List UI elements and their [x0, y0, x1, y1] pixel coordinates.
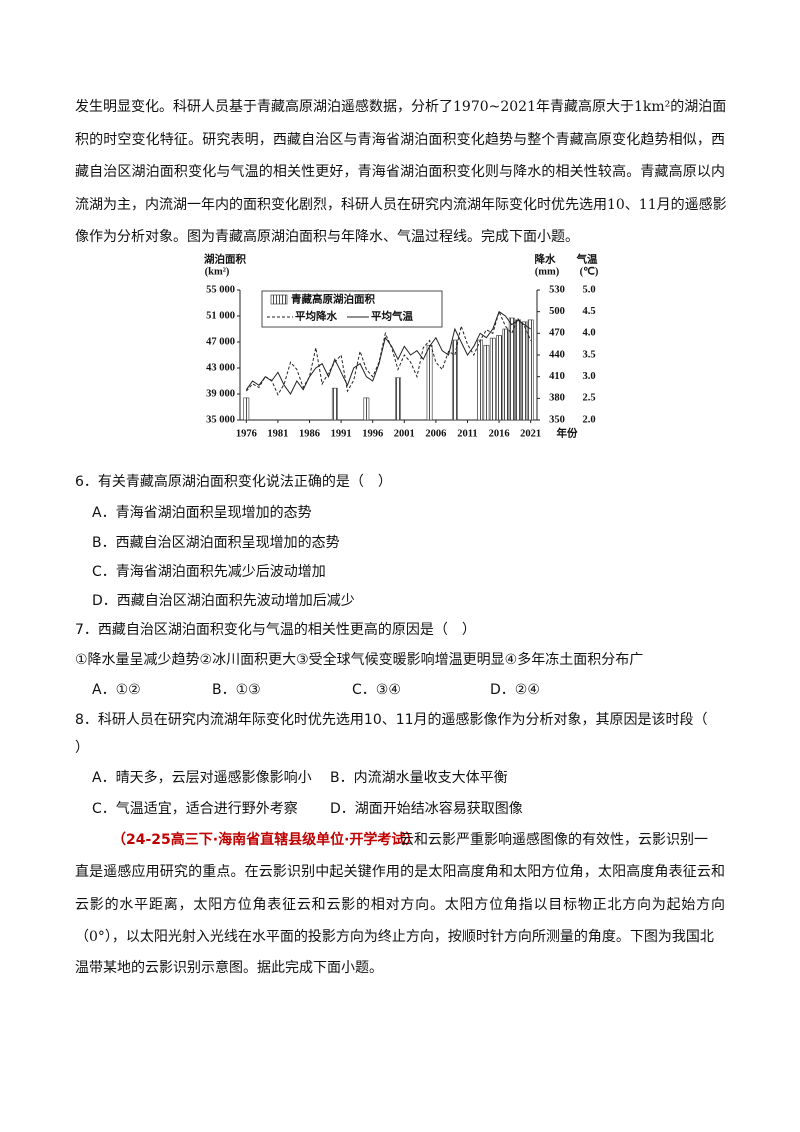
option: B．①③: [212, 682, 261, 698]
paragraph-line: 积的时空变化特征。研究表明，西藏自治区与青海省湖泊面积变化趋势与整个青藏高原变化…: [75, 132, 725, 148]
bar: [496, 335, 502, 421]
bar: [243, 397, 250, 421]
x-tick-label: 2006: [425, 428, 446, 439]
y2-tick-label: 500: [549, 306, 565, 317]
paragraph-line: 藏自治区湖泊面积变化与气温的相关性更好，青海省湖泊面积变化则与降水的相关性较高。…: [75, 164, 725, 180]
x-tick-label: 2016: [489, 428, 510, 439]
y3-axis-title: 气温: [576, 252, 598, 265]
y-tick-label: 55 000: [206, 284, 235, 295]
option: A．晴天多，云层对遥感影像影响小: [92, 770, 312, 786]
bar: [331, 387, 338, 421]
y-axis-unit: (km²): [205, 266, 230, 277]
x-tick-label: 1981: [267, 428, 288, 439]
y-tick-label: 39 000: [206, 388, 235, 399]
option: B．西藏自治区湖泊面积呈现增加的态势: [92, 535, 340, 551]
x-tick-label: 1996: [362, 428, 383, 439]
bar: [426, 344, 433, 421]
option: A．青海省湖泊面积呈现增加的态势: [92, 505, 312, 521]
x-tick-label: 2011: [457, 428, 477, 439]
paragraph-line: 发生明显变化。科研人员基于青藏高原湖泊遥感数据，分析了1970~2021年青藏高…: [75, 99, 727, 115]
bar: [363, 397, 370, 421]
option: D．湖面开始结冰容易获取图像: [330, 801, 523, 817]
bar: [451, 339, 458, 421]
paragraph-line: 云和云影严重影响遥感图像的有效性，云影识别一: [400, 832, 708, 848]
y2-axis-unit: (mm): [535, 266, 560, 277]
question-stem: ①降水量呈减少趋势②冰川面积更大③受全球气候变暖影响增温更明显④多年冻土面积分布…: [75, 652, 644, 668]
question-stem: 6．有关青藏高原湖泊面积变化说法正确的是（ ）: [75, 474, 392, 490]
y-tick-label: 51 000: [206, 310, 235, 321]
y-tick-label: 43 000: [206, 362, 235, 373]
option: C．③④: [352, 682, 401, 698]
bar: [483, 344, 490, 421]
y2-tick-label: 470: [549, 328, 565, 339]
y2-tick-label: 350: [549, 414, 565, 425]
y3-tick-label: 5.0: [582, 284, 595, 295]
x-tick-label: 1986: [299, 428, 320, 439]
y3-tick-label: 2.5: [582, 393, 595, 404]
paragraph-line: （0°），以太阳光射入光线在水平面的投影方向为终止方向，按顺时针方向所测量的角度…: [75, 929, 714, 945]
option: B．内流湖水量收支大体平衡: [330, 770, 508, 786]
option: A．①②: [92, 682, 141, 698]
bar: [477, 339, 484, 421]
paragraph-line: 流湖为主，内流湖一年内的面积变化剧烈，科研人员在研究内流湖年际变化时优先选用10…: [75, 197, 727, 213]
y-tick-label: 35 000: [206, 414, 235, 425]
y-axis-title: 湖泊面积: [204, 252, 246, 265]
bar: [508, 317, 515, 421]
y2-axis-title: 降水: [535, 252, 556, 265]
bar: [489, 337, 496, 421]
bar: [515, 319, 521, 421]
option: C．气温适宜，适合进行野外考察: [92, 801, 298, 817]
option: C．青海省湖泊面积先减少后波动增加: [92, 564, 326, 580]
x-tick-label: 2001: [394, 428, 415, 439]
y3-tick-label: 3.5: [582, 349, 595, 360]
bar: [527, 319, 534, 421]
y3-axis-unit: (℃): [580, 265, 599, 277]
option: D．②④: [490, 682, 540, 698]
y2-tick-label: 410: [549, 371, 565, 382]
y3-tick-label: 3.0: [582, 371, 595, 382]
question-stem: 8．科研人员在研究内流湖年际变化时优先选用10、11月的遥感影像作为分析对象，其…: [75, 712, 708, 728]
y-tick-label: 47 000: [206, 336, 235, 347]
legend-label: 平均气温: [371, 309, 413, 322]
bar: [521, 321, 528, 421]
paragraph-line: 像作为分析对象。图为青藏高原湖泊面积与年降水、气温过程线。完成下面小题。: [75, 229, 579, 245]
y2-tick-label: 380: [549, 393, 565, 404]
line: [245, 310, 531, 395]
question-source: （24-25高三下·海南省直辖县级单位·开学考试）: [112, 832, 420, 848]
x-axis-title: 年份: [557, 426, 578, 439]
y2-tick-label: 530: [549, 284, 565, 295]
legend-box: [261, 290, 443, 328]
paragraph-line: 云影的水平距离，太阳方位角表征云和云影的相对方向。太阳方位角指以目标物正北方向为…: [75, 897, 725, 913]
legend-swatch: [270, 294, 288, 305]
question-stem: 7．西藏自治区湖泊面积变化与气温的相关性更高的原因是（ ）: [75, 622, 476, 638]
chart: 湖泊面积 (km²) 降水 (mm) 气温 (℃) 年份 青藏高原湖泊面积 平均…: [204, 252, 599, 439]
paragraph-line: 温带某地的云影识别示意图。据此完成下面小题。: [75, 960, 383, 976]
option: D．西藏自治区湖泊面积先波动增加后减少: [92, 593, 355, 609]
x-tick-label: 1991: [331, 428, 352, 439]
y3-tick-label: 4.5: [582, 306, 595, 317]
y3-tick-label: 4.0: [582, 328, 595, 339]
legend-label: 青藏高原湖泊面积: [291, 292, 375, 305]
y2-tick-label: 440: [549, 349, 565, 360]
x-tick-label: 2021: [520, 428, 541, 439]
legend-label: 平均降水: [295, 309, 337, 322]
x-tick-label: 1976: [236, 428, 257, 439]
bar: [502, 328, 509, 421]
line: [245, 310, 532, 396]
paragraph-line: 直是遥感应用研究的重点。在云影识别中起关键作用的是太阳高度角和太阳方位角，太阳高…: [75, 864, 725, 880]
question-stem: ）: [75, 740, 89, 756]
bar: [395, 377, 401, 421]
y3-tick-label: 2.0: [582, 414, 595, 425]
